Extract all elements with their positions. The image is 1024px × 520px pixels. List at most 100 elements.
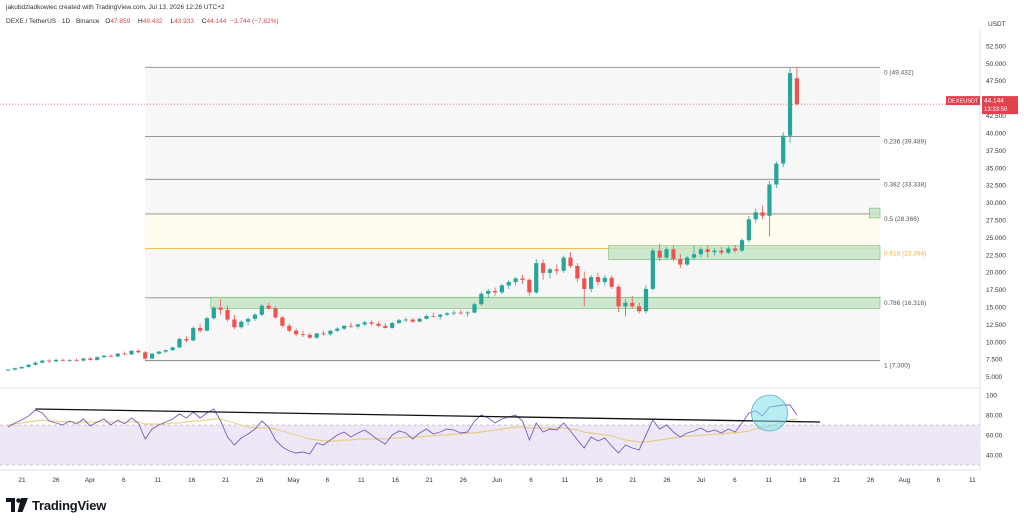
candle	[678, 254, 683, 269]
candle	[342, 325, 347, 330]
ohlc-low-value: 43.933	[174, 18, 194, 25]
candle	[561, 255, 566, 273]
candle	[499, 284, 505, 294]
candle-body	[609, 277, 614, 287]
candle	[348, 322, 354, 328]
price-axis-tick: 37.500	[986, 148, 1006, 155]
candle-body	[712, 250, 717, 253]
candle-body	[582, 278, 587, 289]
candle	[204, 316, 210, 332]
candle	[246, 317, 251, 326]
candle-body	[691, 254, 697, 258]
candle	[410, 318, 415, 324]
ohlc-low-label: L	[170, 18, 175, 25]
price-axis-tick: 52.500	[986, 43, 1006, 50]
candle	[794, 67, 799, 106]
candle	[300, 330, 306, 337]
candle-body	[369, 322, 374, 324]
candle	[177, 337, 182, 349]
candle-body	[355, 324, 360, 327]
candle-body	[300, 334, 306, 335]
time-axis-tick: 16	[595, 477, 603, 484]
price-axis-tick: 7.500	[986, 357, 1003, 364]
time-axis-tick: 6	[529, 477, 533, 484]
time-axis-tick: Jul	[697, 477, 706, 484]
time-axis-tick: 16	[799, 477, 807, 484]
ohlc-change-value: −3.744 (−7.82%)	[230, 18, 279, 25]
candle	[101, 355, 107, 358]
candle-body	[534, 263, 539, 293]
time-axis-tick: 11	[765, 477, 772, 484]
candle	[719, 247, 724, 255]
candle-body	[774, 163, 779, 185]
candle	[623, 299, 628, 317]
candle-body	[746, 219, 751, 241]
candle-body	[431, 316, 436, 317]
price-axis-tick: 32.500	[986, 183, 1006, 190]
price-tag-countdown: 13:33:50	[984, 107, 1008, 113]
support-zone-lower	[210, 296, 881, 309]
candle	[88, 357, 93, 361]
candle	[218, 299, 223, 315]
candle-body	[191, 327, 196, 341]
candle	[225, 305, 230, 322]
candle	[451, 310, 456, 316]
candle-body	[568, 257, 573, 266]
candle-body	[767, 184, 772, 216]
symbol-title[interactable]: DEXE / TetherUS · 1D · Binance	[6, 18, 100, 25]
candle	[513, 277, 518, 286]
candle	[307, 332, 312, 340]
price-axis-tick: 50.000	[986, 61, 1006, 68]
candle-body	[12, 368, 17, 370]
candle-body	[362, 322, 367, 325]
candle	[444, 311, 450, 317]
candle-body	[60, 359, 65, 361]
price-axis-unit: USDT	[988, 21, 1006, 28]
symbol-tag-bg	[946, 96, 980, 106]
candle-body	[211, 307, 216, 319]
candle	[40, 359, 45, 364]
candle	[252, 313, 258, 321]
price-axis-tick: 30.000	[986, 200, 1006, 207]
rsi-axis-tick: 60.00	[986, 433, 1003, 440]
candle	[733, 245, 738, 253]
candle	[143, 350, 148, 361]
candle-body	[650, 250, 655, 289]
candle-body	[726, 248, 731, 253]
time-axis-tick: May	[287, 477, 300, 484]
time-axis-tick: 21	[18, 477, 26, 484]
candle-body	[273, 308, 278, 318]
ohlc-close-value: 44.144	[206, 18, 227, 25]
candle	[12, 367, 17, 371]
candle	[492, 287, 498, 296]
candle	[396, 318, 402, 324]
candle-body	[74, 359, 79, 361]
candle	[602, 274, 607, 286]
candle-body	[33, 362, 38, 365]
candle	[287, 323, 292, 333]
candle-body	[554, 269, 559, 271]
candle-body	[410, 319, 415, 322]
candle	[547, 268, 553, 279]
candle-body	[561, 257, 566, 271]
candle-body	[595, 277, 601, 282]
candle	[294, 328, 299, 337]
candle-body	[486, 291, 491, 294]
candle	[156, 350, 162, 355]
candle	[19, 366, 24, 369]
candle-body	[438, 314, 443, 317]
rsi-breakout-highlight	[751, 394, 788, 432]
candle	[609, 275, 614, 289]
support-zone-upper	[869, 207, 881, 219]
candle-body	[143, 352, 148, 359]
candle-body	[307, 334, 312, 338]
candle-body	[527, 279, 532, 293]
candle	[163, 349, 168, 353]
candle-body	[643, 288, 649, 312]
candle	[67, 359, 72, 363]
price-axis-tick: 15.000	[986, 305, 1006, 312]
candle-body	[266, 305, 271, 309]
rsi-axis-tick: 100	[986, 393, 997, 400]
candle	[698, 247, 703, 258]
